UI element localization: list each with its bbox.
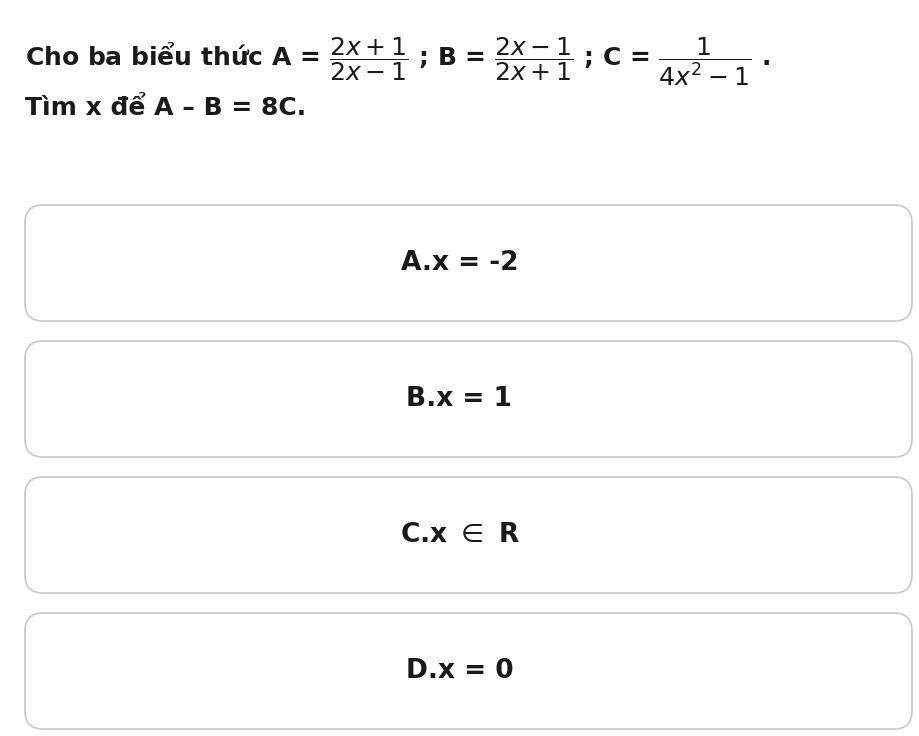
FancyBboxPatch shape (25, 477, 912, 593)
Text: D.x = 0: D.x = 0 (405, 658, 514, 684)
Text: Cho ba biểu thức A = $\dfrac{2x + 1}{2x - 1}$ ; B = $\dfrac{2x - 1}{2x + 1}$ ; C: Cho ba biểu thức A = $\dfrac{2x + 1}{2x … (25, 36, 770, 88)
Text: A.x = -2: A.x = -2 (401, 250, 518, 276)
Text: Tìm x để A – B = 8C.: Tìm x để A – B = 8C. (25, 96, 306, 120)
Text: C.x $\in$ R: C.x $\in$ R (400, 522, 519, 548)
FancyBboxPatch shape (25, 613, 912, 729)
Text: B.x = 1: B.x = 1 (406, 386, 513, 412)
FancyBboxPatch shape (25, 205, 912, 321)
FancyBboxPatch shape (25, 341, 912, 457)
